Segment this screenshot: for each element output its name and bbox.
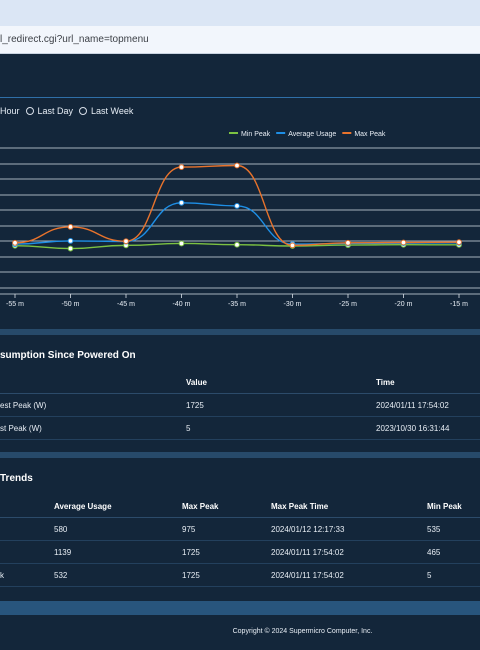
cell-label: k: [0, 571, 4, 580]
cell-value: 1725: [186, 401, 204, 410]
x-tick-label: -20 m: [395, 301, 413, 308]
data-point: [67, 224, 74, 230]
cell-max-peak-time: 2024/01/12 12:17:33: [271, 525, 345, 534]
cell-time: 2023/10/30 16:31:44: [376, 424, 450, 433]
cell-max-peak: 975: [182, 525, 196, 534]
column-header: Min Peak: [427, 502, 462, 511]
legend-label: Max Peak: [354, 131, 386, 138]
cell-average: 580: [54, 525, 68, 534]
column-header: Max Peak Time: [271, 502, 329, 511]
data-point: [400, 239, 407, 246]
cell-max-peak-time: 2024/01/11 17:54:02: [271, 548, 344, 557]
range-option-hour[interactable]: Hour: [0, 106, 20, 116]
cell-min-peak: 535: [427, 525, 441, 534]
data-point: [234, 241, 240, 248]
column-header: Average Usage: [54, 502, 112, 511]
section-separator: [0, 452, 480, 458]
x-tick-label: -35 m: [228, 301, 246, 308]
range-selector: Hour Last Day Last Week: [0, 104, 133, 118]
cell-average: 532: [54, 571, 68, 580]
cell-label: est Peak (W): [0, 401, 47, 410]
trends-header-row: Average Usage Max Peak Max Peak Time Min…: [0, 496, 480, 518]
cell-max-peak: 1725: [182, 571, 200, 580]
data-point: [178, 199, 185, 206]
footer-bar: [0, 601, 480, 615]
column-header: Time: [376, 378, 395, 387]
cell-max-peak-time: 2024/01/11 17:54:02: [271, 571, 344, 580]
x-tick-label: -40 m: [173, 301, 191, 308]
column-header: Value: [186, 378, 207, 387]
series-line: [14, 202, 460, 245]
table-row: st Peak (W) 5 2023/10/30 16:31:44: [0, 418, 480, 440]
copyright-text: Copyright © 2024 Supermicro Computer, In…: [232, 628, 373, 635]
cell-min-peak: 5: [427, 571, 432, 580]
data-point: [178, 240, 185, 247]
data-point: [123, 238, 129, 245]
section-separator: [0, 329, 480, 335]
cell-max-peak: 1725: [182, 548, 200, 557]
data-point: [67, 238, 74, 244]
cell-min-peak: 465: [427, 548, 441, 557]
consumption-header-row: Value Time: [0, 372, 480, 394]
range-option-label: Last Week: [91, 106, 134, 116]
table-row: est Peak (W) 1725 2024/01/11 17:54:02: [0, 395, 480, 417]
x-tick-label: -30 m: [284, 301, 302, 308]
chart-legend: Min Peak Average Usage Max Peak: [229, 131, 386, 138]
x-tick-label: -55 m: [6, 301, 24, 308]
address-bar[interactable]: l_redirect.cgi?url_name=topmenu: [0, 26, 480, 54]
range-option-last-day[interactable]: Last Day: [20, 106, 74, 116]
header-divider: [0, 97, 480, 98]
legend-label: Average Usage: [288, 131, 336, 138]
x-tick-label: -50 m: [62, 301, 80, 308]
url-text[interactable]: l_redirect.cgi?url_name=topmenu: [0, 34, 149, 45]
browser-title-bar: [0, 0, 480, 26]
data-point: [345, 239, 351, 246]
chart-grid: [0, 147, 480, 295]
data-point: [234, 203, 240, 209]
data-point: [234, 162, 240, 169]
range-option-label: Last Day: [37, 106, 74, 116]
data-point: [178, 164, 185, 170]
table-row: k 532 1725 2024/01/11 17:54:02 5: [0, 565, 480, 587]
column-header: Max Peak: [182, 502, 219, 511]
legend-label: Min Peak: [241, 131, 271, 138]
cell-time: 2024/01/11 17:54:02: [376, 401, 449, 410]
table-row: 1139 1725 2024/01/11 17:54:02 465: [0, 542, 480, 564]
chart-x-ticks: -55 m -50 m -45 m -40 m -35 m -30 m -25 m -20 m…: [6, 294, 468, 308]
x-tick-label: -15 m: [450, 301, 468, 308]
radio-icon[interactable]: [25, 107, 34, 115]
x-tick-label: -45 m: [117, 301, 135, 308]
x-tick-label: -25 m: [339, 301, 357, 308]
page-content: Hour Last Day Last Week Min Peak Average …: [0, 54, 480, 650]
consumption-title: sumption Since Powered On: [0, 350, 136, 361]
cell-label: st Peak (W): [0, 424, 42, 433]
data-point: [456, 239, 462, 246]
cell-average: 1139: [54, 548, 72, 557]
chart-series: [12, 162, 462, 252]
radio-icon[interactable]: [79, 107, 88, 115]
range-option-last-week[interactable]: Last Week: [73, 106, 133, 116]
trends-title: Trends: [0, 473, 33, 484]
table-row: 580 975 2024/01/12 12:17:33 535: [0, 519, 480, 541]
data-point: [289, 242, 296, 249]
power-chart: Min Peak Average Usage Max Peak -55 m -50 m…: [0, 131, 480, 308]
data-point: [12, 239, 18, 246]
range-option-label: Hour: [0, 106, 20, 116]
data-point: [67, 245, 74, 252]
cell-value: 5: [186, 424, 191, 433]
